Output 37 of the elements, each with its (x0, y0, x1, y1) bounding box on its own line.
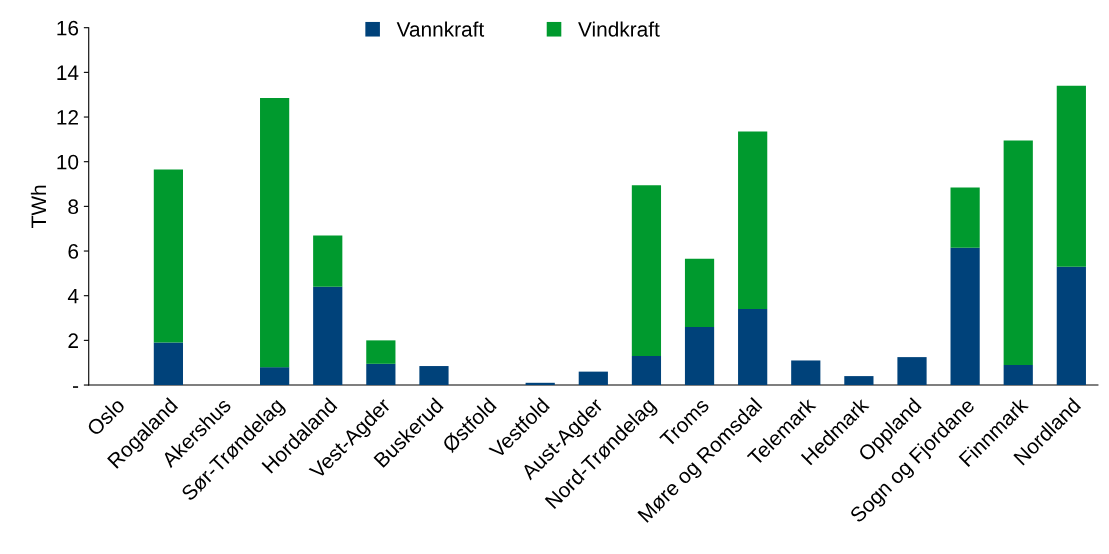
bar (631, 185, 662, 356)
y-tick-label: 12 (57, 110, 78, 125)
bar (366, 363, 396, 386)
bar (260, 98, 290, 368)
y-tick-label: - (72, 386, 79, 388)
bar (950, 247, 980, 386)
y-tick-label: 6 (68, 244, 79, 259)
bar (260, 367, 290, 386)
bar (1003, 140, 1033, 365)
bar (366, 340, 396, 364)
y-tick-label: 2 (68, 333, 78, 348)
y-tick-label: 10 (57, 154, 79, 170)
bar (153, 342, 183, 386)
legend-label: Vindkraft (578, 21, 660, 37)
y-tick-label: 4 (67, 288, 79, 304)
bar (738, 131, 768, 310)
bar (950, 187, 980, 248)
bar (153, 169, 183, 343)
y-axis-title: TWh (30, 185, 46, 228)
y-tick-label: 8 (68, 199, 79, 215)
bar (419, 366, 449, 386)
bar (844, 376, 874, 386)
bar (578, 371, 608, 386)
bar (738, 309, 768, 386)
bar (1056, 85, 1086, 267)
bar (897, 357, 927, 386)
bar (1003, 364, 1033, 386)
legend-label: Vannkraft (396, 21, 485, 37)
bar (313, 286, 343, 386)
bar (684, 258, 715, 327)
bar (313, 235, 343, 287)
bar (684, 326, 715, 386)
bar (631, 356, 662, 386)
y-tick-label: 16 (57, 20, 79, 36)
bar (1056, 266, 1086, 386)
bar (791, 360, 821, 386)
y-tick-label: 14 (57, 65, 79, 80)
